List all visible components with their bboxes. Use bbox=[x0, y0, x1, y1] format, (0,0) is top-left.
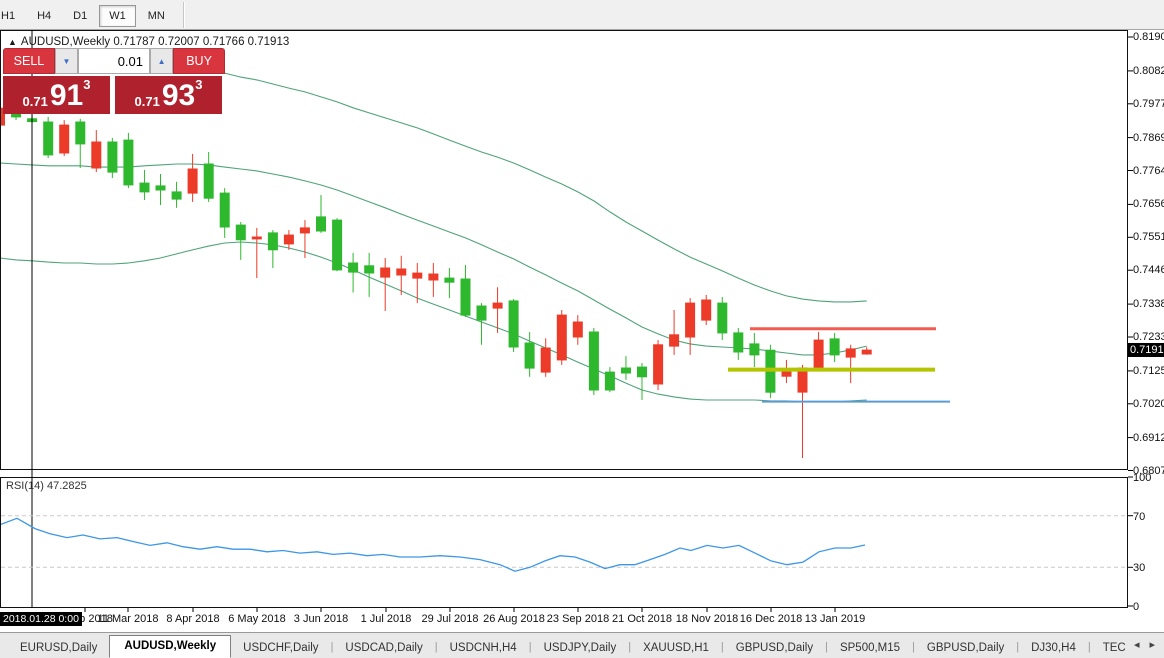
chart-tab-gbpusd-daily[interactable]: GBPUSD,Daily bbox=[735, 642, 814, 654]
tab-separator: | bbox=[1016, 641, 1020, 653]
one-click-trade-panel: SELL ▼ ▲ BUY 0.71 91 3 0.71 93 3 bbox=[3, 48, 225, 114]
timeframe-button-h4[interactable]: H4 bbox=[37, 9, 52, 22]
tab-separator: | bbox=[330, 641, 334, 653]
date-axis-label: 6 May 2018 bbox=[228, 613, 286, 625]
tab-separator: | bbox=[528, 641, 532, 653]
collapse-triangle-icon[interactable]: ▲ bbox=[8, 37, 17, 47]
tab-scroll-arrows: ◂ ▸ bbox=[1129, 638, 1160, 651]
ask-prefix: 0.71 bbox=[134, 94, 160, 109]
rsi-axis-tick: 30 bbox=[1133, 562, 1146, 574]
chart-title-text: AUDUSD,Weekly 0.71787 0.72007 0.71766 0.… bbox=[20, 36, 290, 48]
date-axis-label: 16 Dec 2018 bbox=[739, 613, 803, 625]
tab-separator: | bbox=[628, 641, 632, 653]
bid-pip-digit: 3 bbox=[83, 77, 91, 92]
date-axis-label: 29 Jul 2018 bbox=[421, 613, 479, 625]
price-axis-tick: 0.68070 bbox=[1133, 465, 1164, 477]
volume-increase-button[interactable]: ▲ bbox=[150, 48, 174, 74]
date-axis-label: 21 Oct 2018 bbox=[612, 613, 672, 625]
date-axis-label: 1 Jul 2018 bbox=[360, 613, 412, 625]
rsi-indicator-pane[interactable] bbox=[0, 477, 1128, 608]
bid-prefix: 0.71 bbox=[22, 94, 48, 109]
volume-decrease-button[interactable]: ▼ bbox=[54, 48, 78, 74]
date-axis-label: 13 Jan 2019 bbox=[804, 613, 866, 625]
timeframe-button-h1[interactable]: H1 bbox=[1, 9, 16, 22]
ask-price-box[interactable]: 0.71 93 3 bbox=[115, 76, 222, 114]
toolbar-divider bbox=[182, 1, 185, 28]
tab-separator: | bbox=[720, 641, 724, 653]
chart-tab-xauusd-h1[interactable]: XAUUSD,H1 bbox=[643, 642, 709, 654]
date-axis-label: 11 Mar 2018 bbox=[97, 613, 159, 625]
tab-separator: | bbox=[434, 641, 438, 653]
chart-title: ▲ AUDUSD,Weekly 0.71787 0.72007 0.71766 0… bbox=[8, 36, 289, 48]
date-axis-label: 26 Aug 2018 bbox=[483, 613, 545, 625]
rsi-axis-tick: 70 bbox=[1133, 511, 1146, 523]
chart-tab-gbpusd-daily[interactable]: GBPUSD,Daily bbox=[926, 642, 1005, 654]
timeframe-button-mn[interactable]: MN bbox=[147, 9, 165, 22]
ask-pip-digit: 3 bbox=[195, 77, 203, 92]
bid-price-box[interactable]: 0.71 91 3 bbox=[3, 76, 110, 114]
date-axis-label: 23 Sep 2018 bbox=[546, 613, 610, 625]
sell-button[interactable]: SELL bbox=[3, 48, 55, 74]
chart-tab-usdcnh-h4[interactable]: USDCNH,H4 bbox=[449, 642, 517, 654]
current-price-label: 0.71913 bbox=[1128, 343, 1164, 357]
tab-separator: | bbox=[1087, 641, 1091, 653]
chart-tab-tech100[interactable]: TECH100 bbox=[1102, 642, 1126, 654]
crosshair-date-label: 2018.01.28 0:00 bbox=[0, 612, 82, 626]
tab-separator: | bbox=[912, 641, 915, 653]
tab-separator: | bbox=[825, 641, 828, 653]
buy-button[interactable]: BUY bbox=[173, 48, 225, 74]
timeframe-button-d1[interactable]: D1 bbox=[73, 9, 88, 22]
chart-tab-usdjpy-daily[interactable]: USDJPY,Daily bbox=[543, 642, 617, 654]
date-axis-label: 18 Nov 2018 bbox=[675, 613, 739, 625]
date-axis-label: 3 Jun 2018 bbox=[293, 613, 349, 625]
chart-tab-bar: EURUSD,Daily AUDUSD,Weekly USDCHF,Daily | US… bbox=[0, 632, 1164, 658]
tab-scroll-left-icon[interactable]: ◂ bbox=[1133, 639, 1140, 651]
chart-tab-usdcad-daily[interactable]: USDCAD,Daily bbox=[345, 642, 423, 654]
chart-tab-sp500-m15[interactable]: SP500,M15 bbox=[839, 642, 901, 654]
chart-tab-eurusd-daily[interactable]: EURUSD,Daily bbox=[20, 642, 98, 654]
ask-big-digits: 93 bbox=[161, 79, 196, 112]
chart-tab-usdchf-daily[interactable]: USDCHF,Daily bbox=[243, 642, 319, 654]
rsi-value-label: RSI(14) 47.2825 bbox=[6, 480, 87, 492]
bid-big-digits: 91 bbox=[49, 79, 84, 112]
chart-tab-audusd-weekly[interactable]: AUDUSD,Weekly bbox=[109, 635, 232, 658]
chart-tab-dj30-h4[interactable]: DJ30,H4 bbox=[1031, 642, 1076, 654]
rsi-axis-tick: 100 bbox=[1133, 472, 1152, 484]
timeframe-toolbar: H1 H4 D1 W1 MN bbox=[0, 0, 1164, 30]
rsi-axis-tick: 0 bbox=[1133, 601, 1140, 613]
volume-input[interactable] bbox=[78, 48, 150, 74]
timeframe-button-w1[interactable]: W1 bbox=[99, 4, 136, 27]
tab-scroll-right-icon[interactable]: ▸ bbox=[1149, 639, 1155, 651]
date-axis-label: 8 Apr 2018 bbox=[166, 613, 220, 625]
